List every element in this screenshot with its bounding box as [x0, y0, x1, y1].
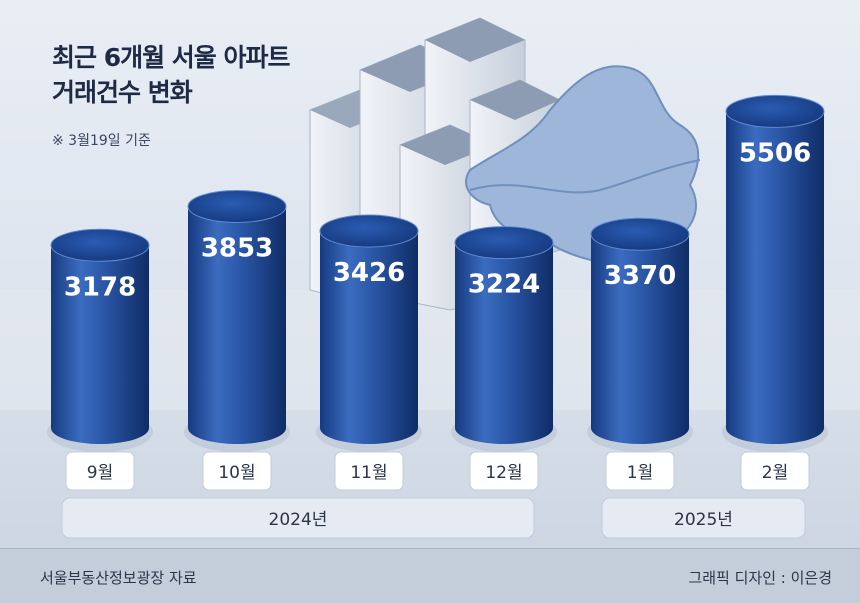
bar-body	[591, 234, 689, 428]
bar-1: 3853	[184, 189, 290, 452]
category-label-1: 10월	[202, 451, 272, 491]
title-line-2: 거래건수 변화	[52, 78, 193, 107]
category-text: 11월	[350, 463, 387, 483]
source-label: 서울부동산정보광장 자료	[40, 569, 197, 587]
category-label-3: 12월	[469, 451, 539, 491]
year-label: 2024년	[269, 510, 328, 530]
category-box	[65, 451, 135, 491]
bar-bottom	[188, 412, 286, 444]
category-text: 1월	[627, 463, 653, 483]
category-box	[605, 451, 675, 491]
bar-bottom	[51, 412, 149, 444]
year-group-0: 2024년	[61, 497, 535, 539]
bar-5: 5506	[722, 94, 828, 452]
bar-value-label: 5506	[739, 138, 811, 168]
year-box	[601, 497, 806, 539]
bar-top	[454, 226, 554, 260]
bar-0: 3178	[47, 228, 153, 452]
category-text: 2월	[762, 463, 788, 483]
category-label-5: 2월	[740, 451, 810, 491]
bar-4: 3370	[587, 217, 693, 452]
category-label-4: 1월	[605, 451, 675, 491]
bar-body	[726, 111, 824, 428]
date-note: ※ 3월19일 기준	[52, 133, 151, 149]
bar-body	[51, 245, 149, 428]
credit-label: 그래픽 디자인 : 이은경	[688, 569, 832, 587]
category-label-2: 11월	[334, 451, 404, 491]
bar-top	[187, 189, 287, 223]
category-box	[334, 451, 404, 491]
bar-top	[590, 217, 690, 251]
bar-value-label: 3426	[333, 258, 405, 288]
category-text: 10월	[218, 463, 255, 483]
bar-bottom	[455, 412, 553, 444]
bar-value-label: 3224	[468, 270, 540, 300]
bar-body	[188, 206, 286, 428]
bar-bottom	[320, 412, 418, 444]
bar-body	[320, 231, 418, 428]
bar-top	[319, 214, 419, 248]
category-label-0: 9월	[65, 451, 135, 491]
title-line-1: 최근 6개월 서울 아파트	[52, 43, 291, 72]
category-box	[740, 451, 810, 491]
year-group-1: 2025년	[601, 497, 806, 539]
bar-top	[725, 94, 825, 128]
category-box	[202, 451, 272, 491]
bar-2: 3426	[316, 214, 422, 452]
year-label: 2025년	[674, 510, 733, 530]
year-box	[61, 497, 535, 539]
category-text: 12월	[485, 463, 522, 483]
bar-body	[455, 242, 553, 428]
bar-value-label: 3370	[604, 261, 676, 291]
bar-top	[50, 228, 150, 262]
footer-bar	[0, 548, 860, 603]
bar-value-label: 3178	[64, 272, 136, 302]
bar-value-label: 3853	[201, 233, 273, 263]
bar-bottom	[726, 412, 824, 444]
bar-3: 3224	[451, 226, 557, 452]
han-river-icon	[469, 159, 701, 194]
category-text: 9월	[87, 463, 113, 483]
chart-title: 최근 6개월 서울 아파트 거래건수 변화	[52, 40, 352, 110]
bar-bottom	[591, 412, 689, 444]
category-box	[469, 451, 539, 491]
